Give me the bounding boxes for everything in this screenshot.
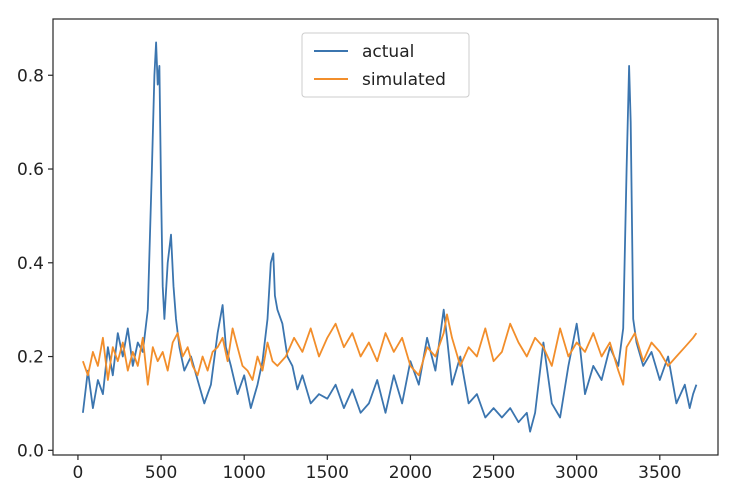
x-tick-label: 3500 <box>638 463 681 483</box>
series-line-simulated <box>82 313 698 386</box>
x-tick-label: 0 <box>73 463 84 483</box>
x-tick-label: 2500 <box>472 463 515 483</box>
x-tick-label: 1000 <box>223 463 266 483</box>
x-tick-label: 1500 <box>306 463 349 483</box>
legend: actual simulated <box>301 32 470 98</box>
legend-box <box>301 32 470 98</box>
x-tick-label: 2000 <box>389 463 432 483</box>
series-layer <box>82 41 698 433</box>
y-tick-label: 0.0 <box>17 441 44 461</box>
x-tick-label: 500 <box>145 463 177 483</box>
y-tick-label: 0.2 <box>17 348 44 368</box>
x-axis-ticks: 0 500 1000 1500 2000 2500 3000 3500 <box>73 455 681 483</box>
y-axis-ticks: 0.0 0.2 0.4 0.6 0.8 <box>17 66 53 461</box>
legend-label-actual: actual <box>362 42 414 62</box>
series-line-actual <box>82 41 698 433</box>
y-tick-label: 0.6 <box>17 160 44 180</box>
legend-label-simulated: simulated <box>362 70 446 90</box>
y-tick-label: 0.4 <box>17 254 44 274</box>
x-tick-label: 3000 <box>555 463 598 483</box>
y-tick-label: 0.8 <box>17 66 44 86</box>
